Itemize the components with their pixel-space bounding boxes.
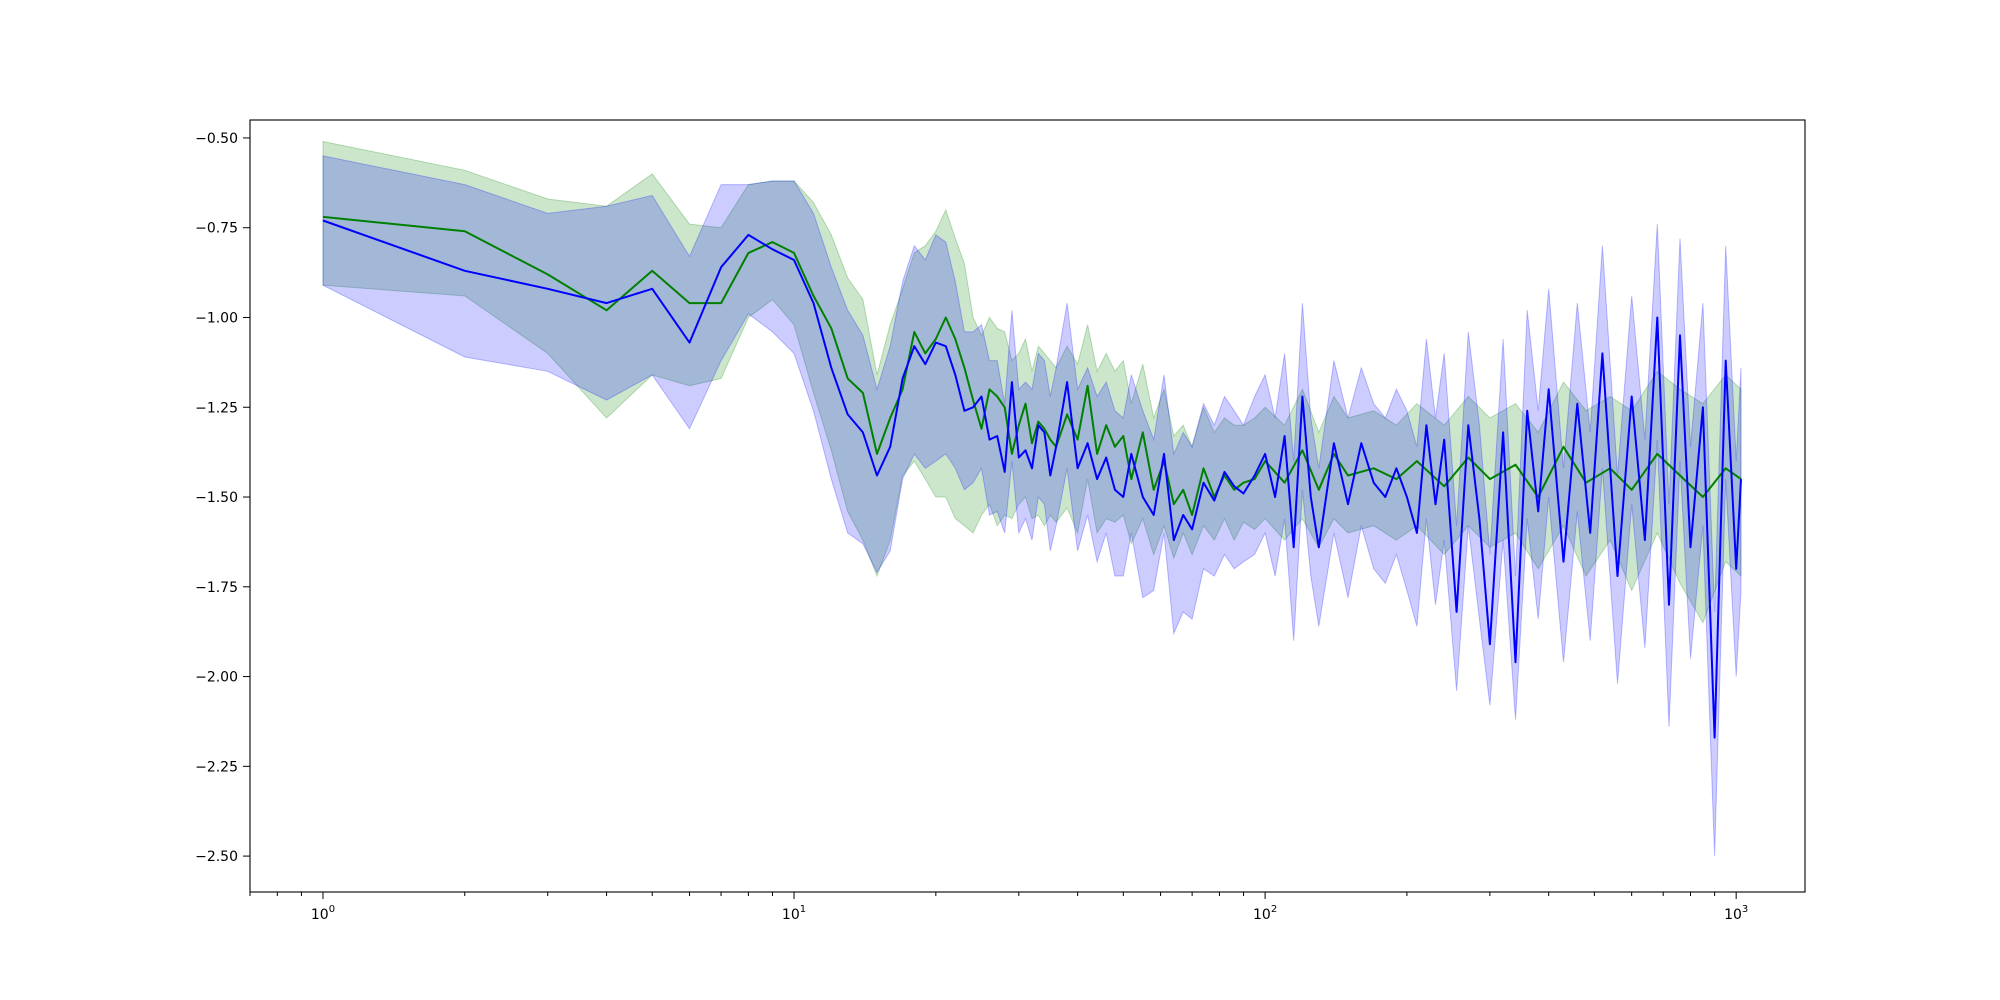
y-axis: −0.50 −0.75 −1.00 −1.25 −1.50 −1.75 −2.00 −2.25…	[195, 131, 250, 865]
y-tick-label: −2.25	[195, 759, 238, 775]
y-tick-label: −2.50	[195, 849, 238, 865]
series-2-line	[322, 219, 1742, 739]
y-tick-label: −1.00	[195, 310, 238, 326]
series-2-band	[322, 155, 1742, 857]
y-tick-label: −1.25	[195, 400, 238, 416]
y-tick-label: −0.75	[195, 221, 238, 237]
series-1-band	[322, 140, 1742, 624]
plot-area	[322, 140, 1742, 857]
y-tick-label: −1.50	[195, 490, 238, 506]
y-tick-label: −2.00	[195, 670, 238, 686]
y-tick-label: −1.75	[195, 580, 238, 596]
axes-frame	[249, 119, 1806, 893]
series-1-line	[322, 215, 1742, 516]
y-tick-label: −0.50	[195, 131, 238, 147]
